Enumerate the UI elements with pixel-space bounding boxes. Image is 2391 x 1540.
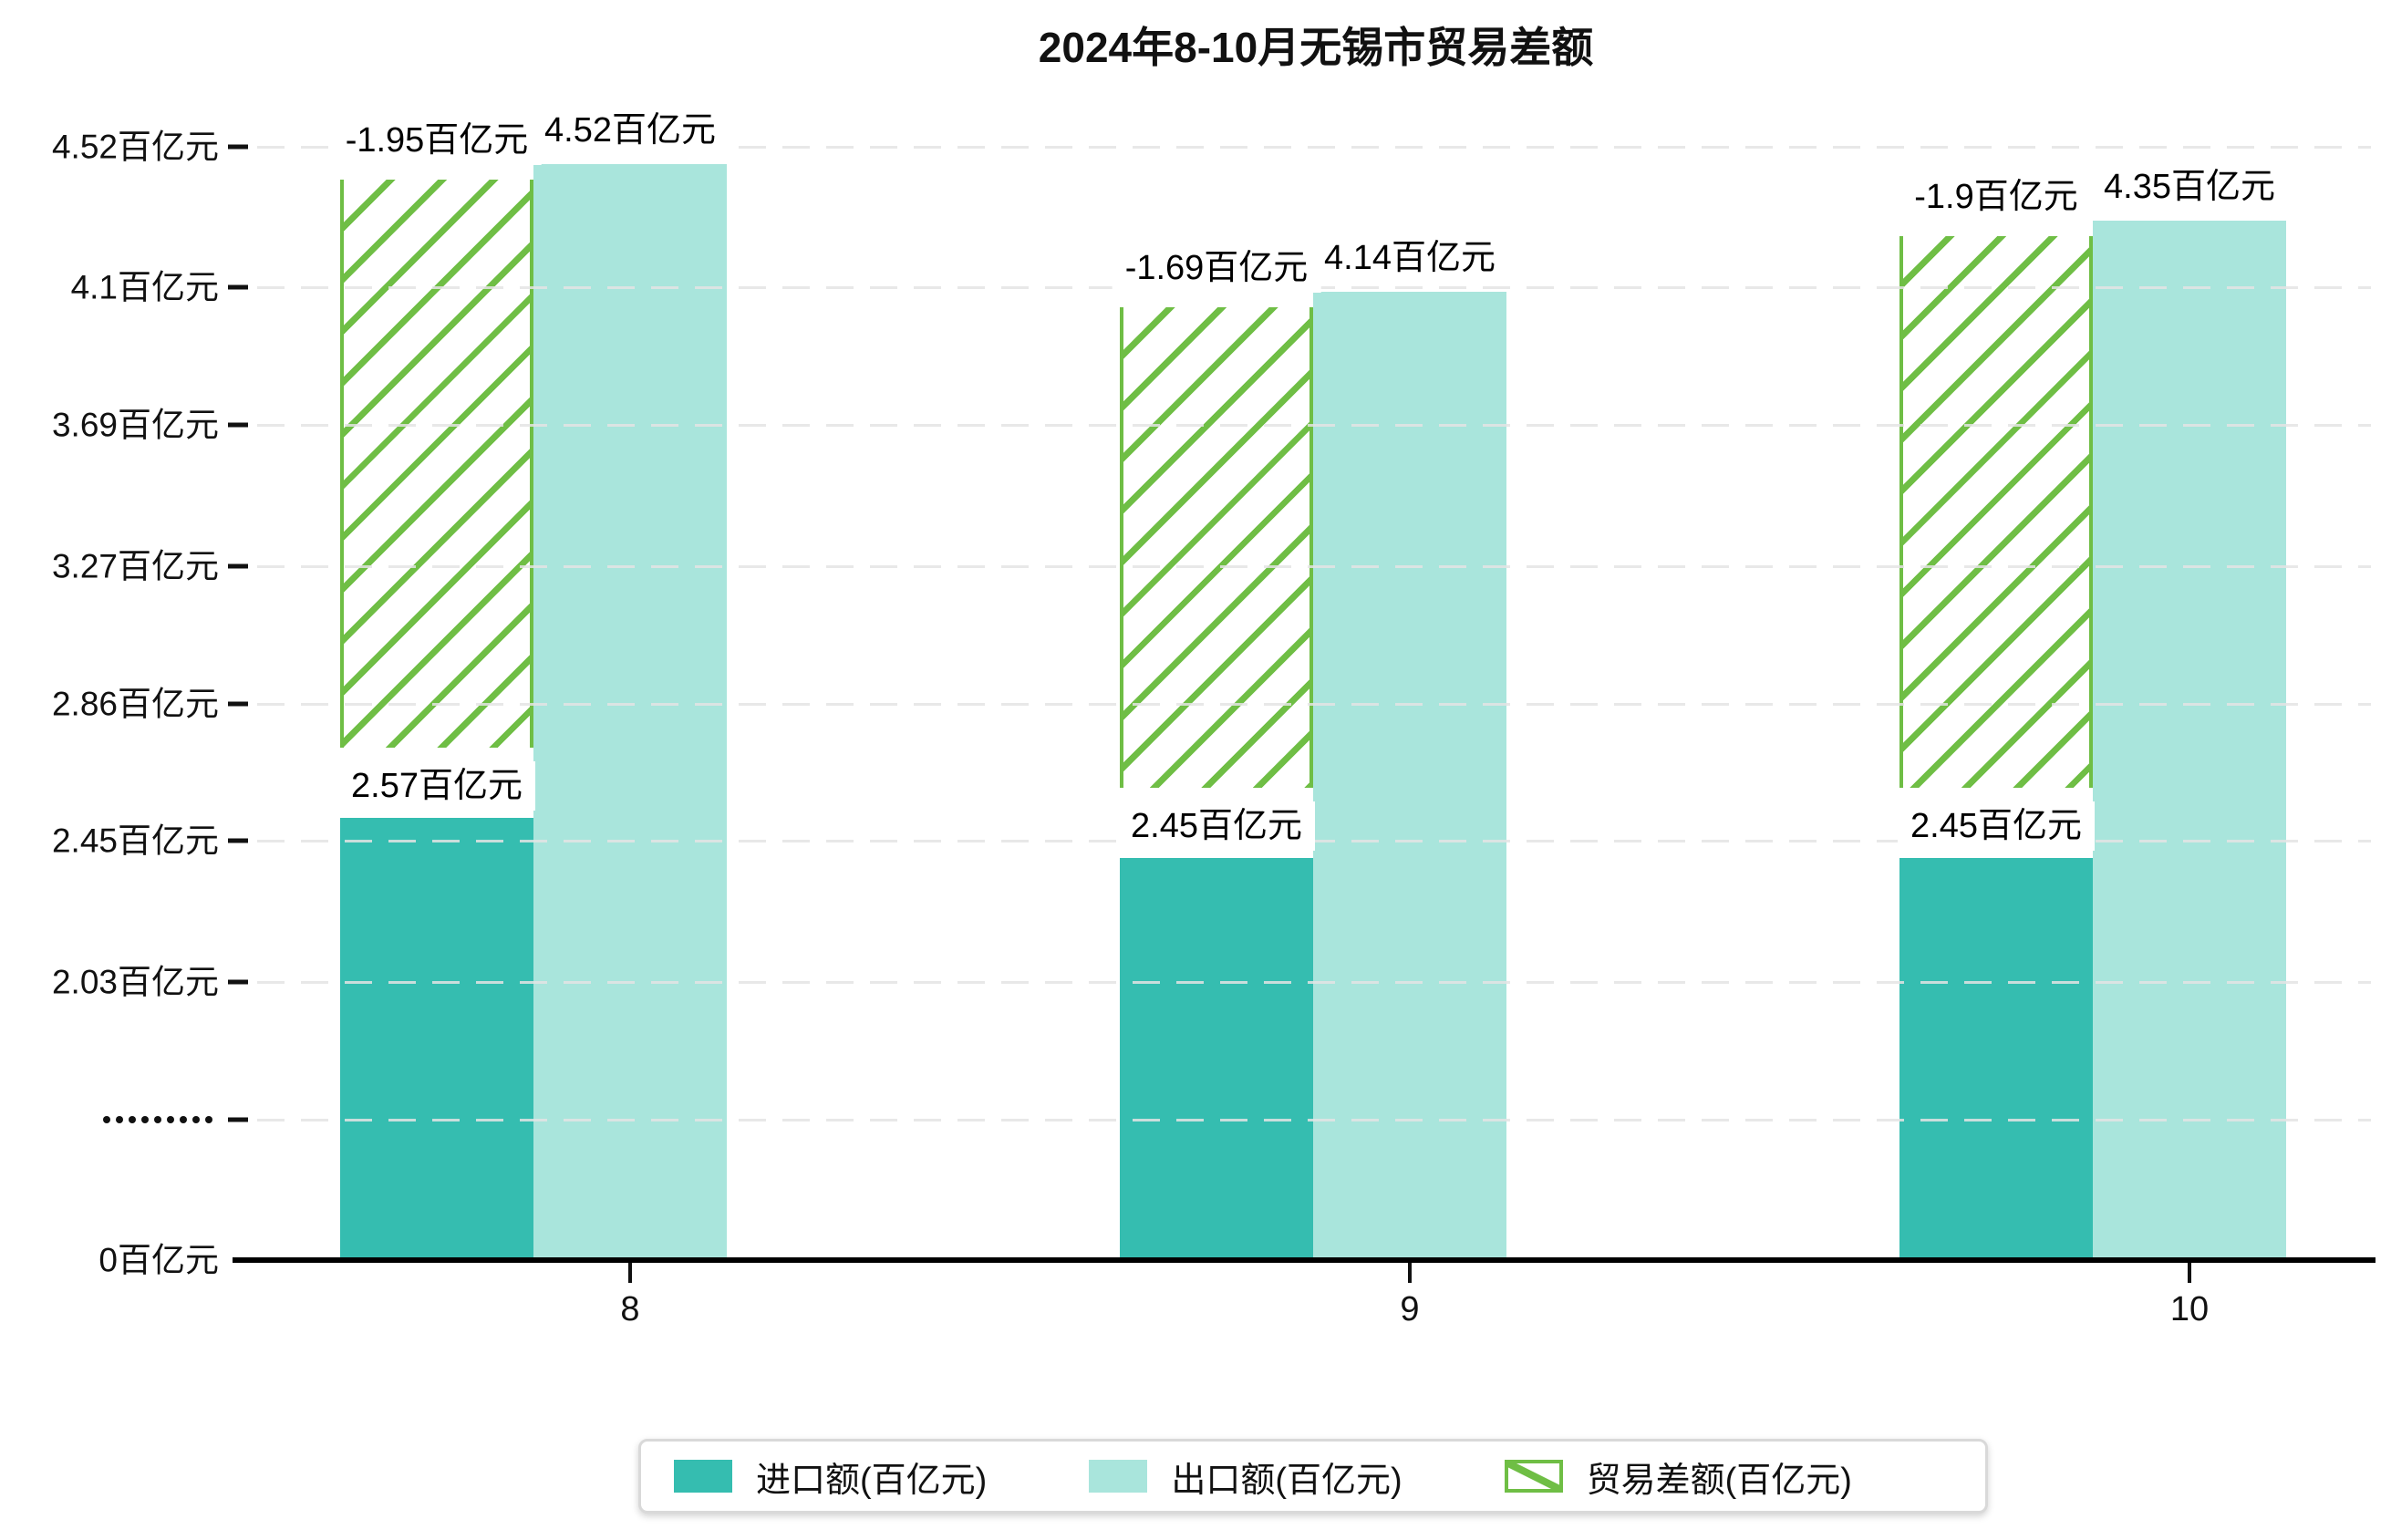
export-value-label: 4.14百亿元 xyxy=(1311,233,1508,283)
y-tick-mark xyxy=(228,979,248,985)
y-tick-label: 2.45百亿元 xyxy=(51,822,219,860)
gridline xyxy=(257,564,2371,568)
y-tick-mark xyxy=(228,701,248,707)
x-tick-label: 8 xyxy=(620,1290,640,1328)
y-tick-label: 2.86百亿元 xyxy=(51,685,219,723)
trade-balance-value-label: -1.69百亿元 xyxy=(1112,243,1321,293)
trade-balance-bar xyxy=(1120,306,1313,789)
y-tick-mark xyxy=(228,1117,248,1122)
legend-label-trade-balance: 贸易差额(百亿元) xyxy=(1586,1461,1852,1500)
gridline xyxy=(257,1119,2371,1121)
axis-break-dots xyxy=(103,1116,212,1123)
x-tick-mark xyxy=(2188,1263,2191,1283)
chart-title: 2024年8-10月无锡市贸易差额 xyxy=(1038,24,1594,71)
y-tick-mark xyxy=(228,838,248,843)
gridline xyxy=(257,981,2371,984)
import-bar xyxy=(1120,858,1313,1257)
x-tick-mark xyxy=(1408,1263,1412,1283)
gridline xyxy=(257,145,2371,149)
legend: 进口额(百亿元) 出口额(百亿元) 贸易差额(百亿元) xyxy=(638,1439,1988,1514)
gridline xyxy=(257,424,2371,428)
export-bar xyxy=(1313,291,1506,1257)
trade-balance-bar xyxy=(340,179,533,749)
x-tick-label: 10 xyxy=(2169,1290,2210,1328)
legend-item-export: 出口额(百亿元) xyxy=(1089,1452,1403,1502)
import-value-label: 2.45百亿元 xyxy=(1898,801,2095,852)
y-tick-label: 0百亿元 xyxy=(98,1241,219,1279)
gridline xyxy=(257,702,2371,706)
trade-balance-value-label: -1.95百亿元 xyxy=(332,115,542,165)
y-tick-mark xyxy=(228,144,248,150)
x-axis-line xyxy=(233,1257,2375,1263)
import-value-label: 2.45百亿元 xyxy=(1118,801,1315,852)
legend-item-import: 进口额(百亿元) xyxy=(674,1452,987,1502)
y-tick-label: 3.69百亿元 xyxy=(51,406,219,444)
export-bar xyxy=(533,163,727,1257)
legend-label-import: 进口额(百亿元) xyxy=(756,1461,988,1500)
trade-balance-value-label: -1.9百亿元 xyxy=(1901,172,2091,222)
y-tick-mark xyxy=(228,422,248,428)
y-tick-label: 2.03百亿元 xyxy=(51,963,219,1001)
y-tick-mark xyxy=(228,563,248,569)
x-tick-mark xyxy=(628,1263,632,1283)
trade-balance-bar xyxy=(1899,236,2093,789)
y-tick-label: 3.27百亿元 xyxy=(51,547,219,585)
y-tick-label: 4.1百亿元 xyxy=(70,268,219,306)
legend-item-trade-balance: 贸易差额(百亿元) xyxy=(1504,1452,1852,1502)
export-swatch-icon xyxy=(1089,1460,1148,1493)
import-bar xyxy=(1899,858,2093,1257)
export-value-label: 4.35百亿元 xyxy=(2091,162,2288,212)
legend-label-export: 出口额(百亿元) xyxy=(1171,1461,1403,1500)
trade-balance-swatch-icon xyxy=(1504,1460,1563,1493)
y-tick-mark xyxy=(228,284,248,290)
import-value-label: 2.57百亿元 xyxy=(338,761,535,811)
x-tick-label: 9 xyxy=(1400,1290,1420,1328)
import-bar xyxy=(340,818,533,1257)
export-value-label: 4.52百亿元 xyxy=(532,105,729,155)
y-tick-label: 4.52百亿元 xyxy=(51,128,219,166)
import-swatch-icon xyxy=(674,1460,732,1493)
export-bar xyxy=(2093,221,2286,1257)
